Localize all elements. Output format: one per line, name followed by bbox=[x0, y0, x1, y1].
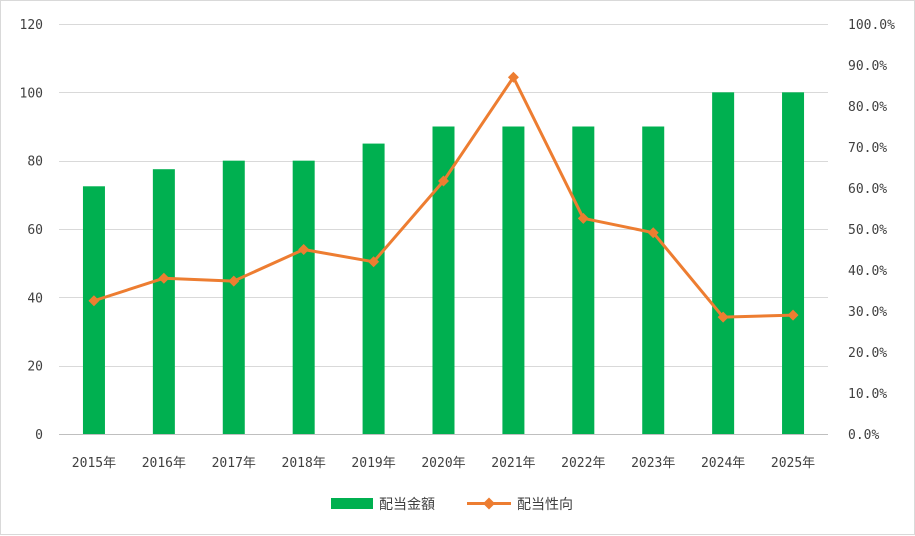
point-2023年 bbox=[647, 227, 659, 239]
x-tick-label: 2016年 bbox=[142, 456, 186, 471]
x-tick-label: 2015年 bbox=[72, 456, 116, 471]
right-tick-label: 90.0% bbox=[848, 59, 887, 74]
right-tick-label: 80.0% bbox=[848, 100, 887, 115]
left-tick-label: 80 bbox=[27, 155, 43, 170]
bar-2017年 bbox=[222, 160, 245, 434]
right-tick-label: 60.0% bbox=[848, 182, 887, 197]
legend-bar-swatch bbox=[331, 498, 373, 509]
legend-diamond-icon bbox=[483, 497, 495, 510]
point-2017年 bbox=[228, 275, 240, 287]
bar-2023年 bbox=[642, 126, 665, 434]
right-tick-label: 50.0% bbox=[848, 223, 887, 238]
point-2019年 bbox=[368, 256, 380, 268]
x-tick-label: 2021年 bbox=[491, 456, 535, 471]
x-axis-ticks: 2015年 2016年 2017年 2018年 2019年 2020年 2021年 2022年… bbox=[72, 456, 815, 471]
bar-2024年 bbox=[712, 92, 735, 434]
point-2022年 bbox=[577, 212, 589, 224]
x-tick-label: 2017年 bbox=[212, 456, 256, 471]
left-axis-ticks: 0 20 40 60 80 100 120 bbox=[20, 18, 43, 443]
right-tick-label: 10.0% bbox=[848, 387, 887, 402]
left-tick-label: 120 bbox=[20, 18, 43, 33]
left-tick-label: 60 bbox=[27, 223, 43, 238]
left-tick-label: 20 bbox=[27, 360, 43, 375]
x-tick-label: 2023年 bbox=[631, 456, 675, 471]
line-series bbox=[88, 71, 799, 323]
right-tick-label: 100.0% bbox=[848, 18, 895, 33]
point-2024年 bbox=[717, 311, 729, 323]
x-tick-label: 2025年 bbox=[771, 456, 815, 471]
bar-2018年 bbox=[292, 160, 315, 434]
x-tick-label: 2024年 bbox=[701, 456, 745, 471]
point-2025年 bbox=[787, 309, 799, 321]
bar-2022年 bbox=[572, 126, 595, 434]
right-tick-label: 0.0% bbox=[848, 428, 879, 443]
legend-label-payout-ratio: 配当性向 bbox=[517, 497, 573, 513]
right-axis-ticks: 0.0% 10.0% 20.0% 30.0% 40.0% 50.0% 60.0% 70.0% 8… bbox=[848, 18, 895, 443]
right-tick-label: 20.0% bbox=[848, 346, 887, 361]
bar-2021年 bbox=[502, 126, 525, 434]
left-tick-label: 40 bbox=[27, 291, 43, 306]
x-tick-label: 2019年 bbox=[351, 456, 395, 471]
right-tick-label: 30.0% bbox=[848, 305, 887, 320]
left-tick-label: 100 bbox=[20, 86, 43, 101]
right-tick-label: 40.0% bbox=[848, 264, 887, 279]
x-tick-label: 2022年 bbox=[561, 456, 605, 471]
bar-series bbox=[82, 92, 805, 435]
legend: 配当金額 配当性向 bbox=[331, 497, 573, 513]
bar-2016年 bbox=[152, 169, 175, 435]
point-2016年 bbox=[158, 272, 170, 284]
bar-2019年 bbox=[362, 143, 385, 435]
x-tick-label: 2018年 bbox=[282, 456, 326, 471]
point-2018年 bbox=[298, 244, 310, 255]
legend-label-dividend-amount: 配当金額 bbox=[379, 497, 435, 513]
point-2015年 bbox=[88, 295, 100, 307]
bar-2025年 bbox=[782, 92, 805, 434]
point-2021年 bbox=[507, 71, 519, 83]
bar-2015年 bbox=[82, 186, 105, 434]
left-tick-label: 0 bbox=[35, 428, 43, 443]
right-tick-label: 70.0% bbox=[848, 141, 887, 156]
x-tick-label: 2020年 bbox=[421, 456, 465, 471]
point-2020年 bbox=[438, 175, 449, 187]
bar-2020年 bbox=[432, 126, 455, 434]
